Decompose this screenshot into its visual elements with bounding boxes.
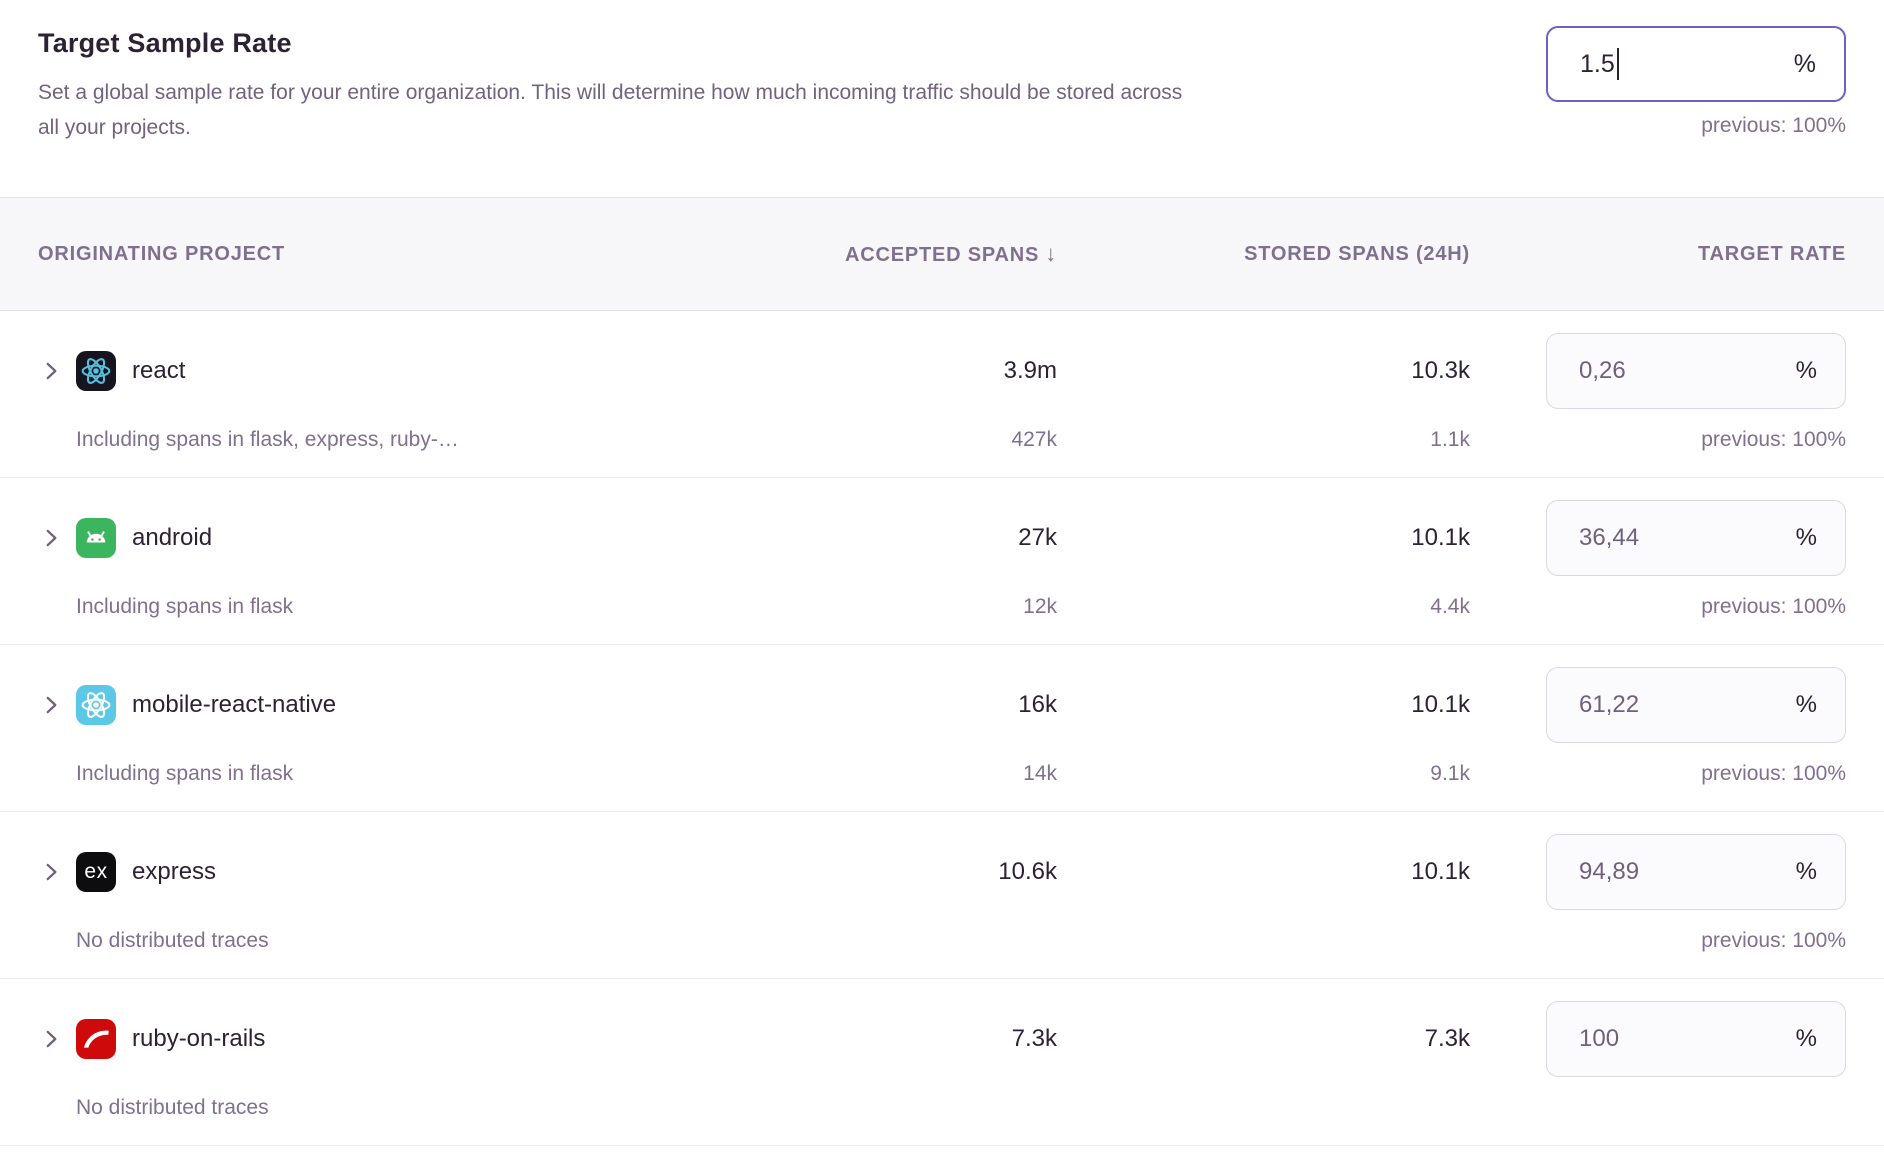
project-row: android 27k 10.1k 36,44 % Including span… <box>0 478 1884 645</box>
sub-stored-spans-value: 4.4k <box>1430 595 1470 618</box>
sub-accepted-spans-value: 12k <box>1023 595 1057 618</box>
sub-accepted-spans-value: 14k <box>1023 762 1057 785</box>
expand-chevron-icon[interactable] <box>38 859 64 885</box>
global-previous-rate: previous: 100% <box>1701 114 1846 137</box>
column-header-accepted-spans[interactable]: ACCEPTED SPANS ↓ <box>844 241 1057 266</box>
target-rate-input[interactable]: 0,26 % <box>1546 333 1846 409</box>
target-sample-rate-section: Target Sample Rate Set a global sample r… <box>0 0 1884 197</box>
stored-spans-value: 10.1k <box>1411 691 1470 718</box>
distributed-traces-note: No distributed traces <box>76 929 269 952</box>
accepted-spans-value: 16k <box>1018 691 1057 718</box>
percent-sign: % <box>1795 357 1817 384</box>
expand-chevron-icon[interactable] <box>38 525 64 551</box>
sub-stored-spans-value: 1.1k <box>1430 428 1470 451</box>
target-rate-input[interactable]: 100 % <box>1546 1001 1846 1077</box>
global-rate-input[interactable]: 1.5 % <box>1546 26 1846 102</box>
react-native-icon <box>76 685 116 725</box>
global-rate-value: 1.5 <box>1580 49 1615 78</box>
percent-sign: % <box>1795 691 1817 718</box>
sub-accepted-spans-value: 427k <box>1011 428 1057 451</box>
target-rate-input[interactable]: 36,44 % <box>1546 500 1846 576</box>
page-title: Target Sample Rate <box>38 28 292 58</box>
distributed-traces-note: Including spans in flask <box>76 595 294 618</box>
projects-table: react 3.9m 10.3k 0,26 % Including spans … <box>0 311 1884 1146</box>
stored-spans-value: 10.3k <box>1411 357 1470 384</box>
accepted-spans-value: 10.6k <box>998 858 1057 885</box>
previous-rate: previous: 100% <box>1701 428 1846 451</box>
project-row: ruby-on-rails 7.3k 7.3k 100 % No distrib… <box>0 979 1884 1146</box>
accepted-spans-value: 3.9m <box>1003 357 1057 384</box>
sort-descending-icon: ↓ <box>1045 241 1057 266</box>
previous-rate: previous: 100% <box>1701 929 1846 952</box>
target-rate-input[interactable]: 61,22 % <box>1546 667 1846 743</box>
expand-chevron-icon[interactable] <box>38 692 64 718</box>
table-header-row: ORIGINATING PROJECT ACCEPTED SPANS ↓ STOR… <box>0 197 1884 311</box>
column-header-stored-spans: STORED SPANS (24H) <box>1244 242 1470 265</box>
target-rate-value: 36,44 <box>1579 524 1640 551</box>
accepted-spans-value: 7.3k <box>1011 1025 1057 1052</box>
project-name: react <box>132 357 186 384</box>
column-header-target-rate: TARGET RATE <box>1697 242 1846 265</box>
page-description: Set a global sample rate for your entire… <box>38 81 1183 139</box>
previous-rate: previous: 100% <box>1701 595 1846 618</box>
express-icon: ex <box>76 852 116 892</box>
expand-chevron-icon[interactable] <box>38 358 64 384</box>
project-name: mobile-react-native <box>132 691 337 718</box>
target-rate-value: 0,26 <box>1579 357 1626 384</box>
percent-sign: % <box>1795 1025 1817 1052</box>
percent-sign: % <box>1793 49 1816 78</box>
rails-icon <box>76 1019 116 1059</box>
project-name: ruby-on-rails <box>132 1025 266 1052</box>
project-name: android <box>132 524 213 551</box>
project-row: mobile-react-native 16k 10.1k 61,22 % In… <box>0 645 1884 812</box>
project-row: react 3.9m 10.3k 0,26 % Including spans … <box>0 311 1884 478</box>
previous-rate: previous: 100% <box>1701 762 1846 785</box>
distributed-traces-note: Including spans in flask, express, ruby-… <box>76 428 459 451</box>
stored-spans-value: 10.1k <box>1411 524 1470 551</box>
project-row: ex express 10.6k 10.1k 94,89 % No distri… <box>0 812 1884 979</box>
stored-spans-value: 10.1k <box>1411 858 1470 885</box>
stored-spans-value: 7.3k <box>1424 1025 1470 1052</box>
target-rate-input[interactable]: 94,89 % <box>1546 834 1846 910</box>
text-caret <box>1616 48 1619 80</box>
target-rate-value: 61,22 <box>1579 691 1640 718</box>
global-rate-field: 1.5 % previous: 100% <box>1546 26 1846 138</box>
distributed-traces-note: Including spans in flask <box>76 762 294 785</box>
target-rate-value: 94,89 <box>1579 858 1640 885</box>
sub-stored-spans-value: 9.1k <box>1430 762 1470 785</box>
react-icon <box>76 351 116 391</box>
project-name: express <box>132 858 217 885</box>
column-header-originating-project: ORIGINATING PROJECT <box>38 242 286 265</box>
android-icon <box>76 518 116 558</box>
percent-sign: % <box>1795 524 1817 551</box>
accepted-spans-value: 27k <box>1018 524 1057 551</box>
percent-sign: % <box>1795 858 1817 885</box>
target-rate-value: 100 <box>1579 1025 1620 1052</box>
expand-chevron-icon[interactable] <box>38 1026 64 1052</box>
distributed-traces-note: No distributed traces <box>76 1096 269 1119</box>
